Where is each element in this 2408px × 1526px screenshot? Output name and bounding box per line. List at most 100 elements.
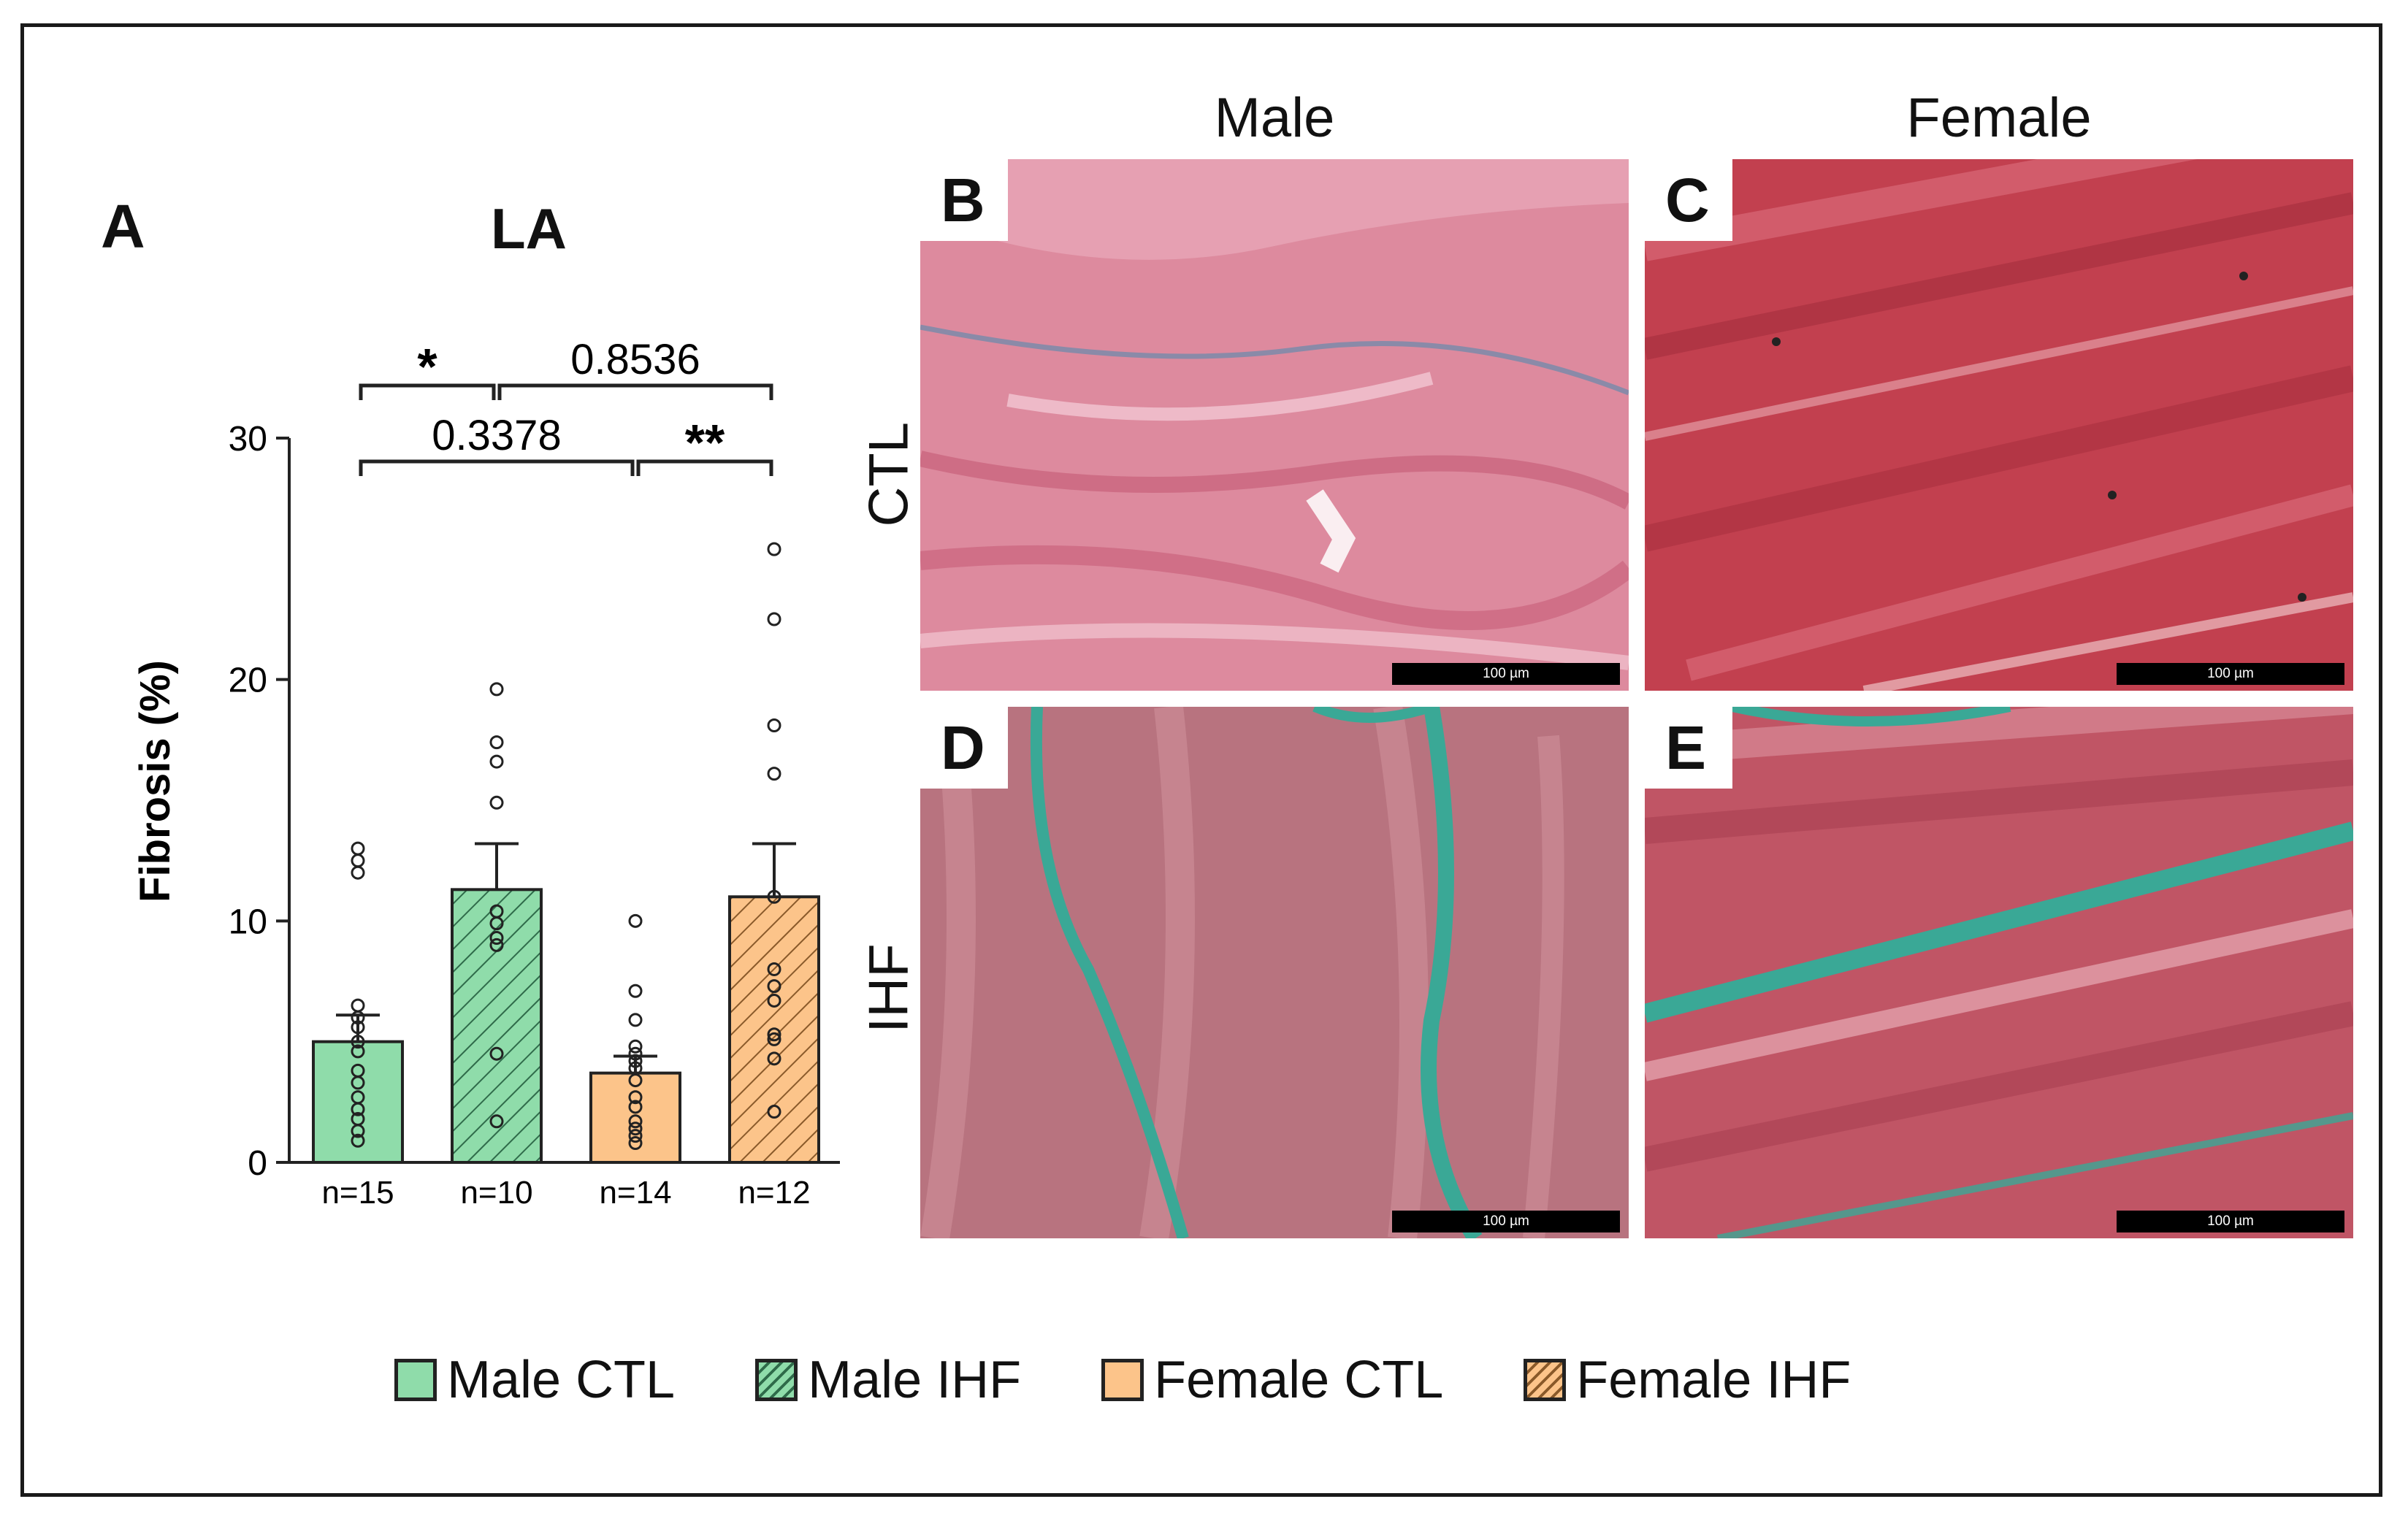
bar (589, 1071, 681, 1164)
data-point (767, 718, 781, 732)
data-point (351, 998, 365, 1013)
data-point (351, 841, 365, 856)
data-point (767, 979, 781, 994)
panel-a-letter: A (101, 192, 145, 261)
fibrosis-bar-chart: Fibrosis (%) 0 10 20 30 n=15 n=10 n=14 n=12 * 0.8… (131, 336, 840, 1211)
data-point (351, 1044, 365, 1059)
scale-bar-b: 100 µm (1392, 663, 1620, 685)
data-point (351, 1124, 365, 1138)
data-point (767, 1105, 781, 1119)
data-point (351, 1020, 365, 1035)
data-point (489, 754, 504, 769)
column-header-female: Female (1906, 87, 2092, 149)
data-point (767, 612, 781, 626)
data-point (628, 1100, 643, 1114)
legend-label-female-ctl: Female CTL (1154, 1351, 1444, 1409)
data-point (351, 1102, 365, 1116)
data-point (489, 930, 504, 945)
legend: Male CTL Male IHF Female CTL Female IHF (394, 1343, 1851, 1416)
legend-label-male-ctl: Male CTL (447, 1351, 676, 1409)
data-point (628, 1046, 643, 1061)
legend-swatch-male-ihf (755, 1359, 798, 1401)
column-header-male: Male (1214, 87, 1335, 149)
data-point (489, 916, 504, 931)
legend-item-female-ihf: Female IHF (1524, 1350, 1851, 1410)
legend-swatch-female-ihf (1524, 1359, 1567, 1401)
y-tick-label: 20 (229, 662, 267, 700)
x-tick-label: n=10 (460, 1175, 532, 1211)
data-point (489, 682, 504, 697)
scale-bar-c: 100 µm (2117, 663, 2344, 685)
data-point (351, 865, 365, 880)
scale-bar-e: 100 µm (2117, 1211, 2344, 1232)
legend-swatch-male-ctl (394, 1359, 437, 1401)
data-point (351, 1076, 365, 1090)
x-tick-label: n=12 (738, 1175, 810, 1211)
data-point (628, 1054, 643, 1068)
data-point (628, 1013, 643, 1027)
data-point (489, 735, 504, 750)
tissue-female-ctl (1645, 159, 2353, 691)
legend-label-male-ihf: Male IHF (808, 1351, 1022, 1409)
data-point (351, 1133, 365, 1148)
row-header-ctl: CTL (857, 421, 920, 527)
data-point (628, 1136, 643, 1151)
micrograph-female-ihf: E 100 µm (1645, 707, 2353, 1238)
data-point (628, 1073, 643, 1088)
data-point (489, 1114, 504, 1129)
data-point (767, 1051, 781, 1066)
y-axis-label: Fibrosis (%) (131, 660, 179, 902)
micrograph-male-ctl: B 100 µm (920, 159, 1629, 691)
legend-swatch-female-ctl (1101, 1359, 1144, 1401)
legend-item-female-ctl: Female CTL (1101, 1350, 1443, 1410)
comparison-bracket (359, 459, 635, 476)
data-point (489, 938, 504, 952)
data-point (628, 984, 643, 998)
data-point (628, 1122, 643, 1136)
data-point (628, 1090, 643, 1105)
tissue-male-ctl (920, 159, 1629, 691)
data-point (767, 1032, 781, 1046)
data-point (351, 1035, 365, 1049)
y-tick-label: 0 (248, 1144, 267, 1183)
tissue-female-ihf (1645, 707, 2353, 1238)
comparison-label: ** (685, 414, 725, 471)
micrograph-female-ctl: C 100 µm (1645, 159, 2353, 691)
data-point (351, 1011, 365, 1025)
data-point (767, 1027, 781, 1042)
data-point (628, 1039, 643, 1054)
panel-b-letter: B (920, 159, 1008, 241)
bar (451, 888, 543, 1164)
comparison-label: 0.3378 (432, 412, 561, 459)
data-point (489, 795, 504, 810)
data-point (767, 767, 781, 781)
comparison-label: 0.8536 (570, 336, 700, 383)
comparison-bracket (636, 459, 773, 476)
data-point (628, 1114, 643, 1129)
tissue-male-ihf (920, 707, 1629, 1238)
micrograph-male-ihf: D 100 µm (920, 707, 1629, 1238)
data-point (628, 913, 643, 928)
data-point (489, 1046, 504, 1061)
row-header-ihf: IHF (857, 943, 920, 1033)
chart-title: LA (491, 196, 567, 261)
data-point (351, 854, 365, 868)
panel-c-letter: C (1645, 159, 1732, 241)
figure-frame (20, 23, 2382, 1497)
panel-d-letter: D (920, 707, 1008, 789)
data-point (628, 1129, 643, 1143)
y-tick-label: 10 (229, 902, 267, 941)
x-tick-label: n=14 (599, 1175, 671, 1211)
comparison-label: * (417, 338, 437, 395)
x-tick-label: n=15 (321, 1175, 394, 1211)
scale-bar-d: 100 µm (1392, 1211, 1620, 1232)
data-point (767, 962, 781, 976)
data-point (767, 542, 781, 556)
comparison-bracket (497, 383, 773, 400)
legend-item-male-ihf: Male IHF (755, 1350, 1021, 1410)
legend-item-male-ctl: Male CTL (394, 1350, 675, 1410)
comparison-bracket (359, 383, 496, 400)
legend-label-female-ihf: Female IHF (1576, 1351, 1851, 1409)
data-point (767, 993, 781, 1008)
y-tick-label: 30 (229, 420, 267, 459)
